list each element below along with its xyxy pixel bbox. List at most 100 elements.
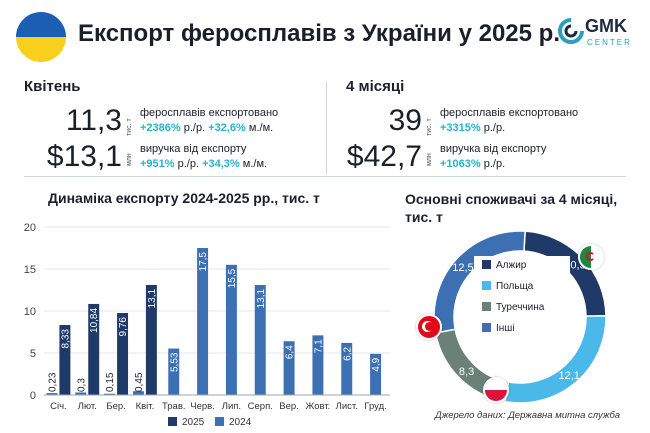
four-months-revenue-label: виручка від експорту (440, 143, 547, 155)
legend-swatch (482, 281, 491, 290)
bar-2025 (88, 303, 100, 395)
bar-2025 (59, 325, 71, 395)
legend-label: Туреччина (496, 302, 545, 313)
april-heading: Квітень (24, 78, 81, 95)
bar-label-2024: 0,3 (76, 378, 87, 392)
four-months-volume-yoy: +3315% (440, 122, 481, 134)
april-revenue-value: $13,1 (46, 140, 122, 173)
algeria-flag-icon (578, 244, 604, 270)
x-tick-label: Жовт. (306, 401, 331, 412)
y-tick-label: 15 (24, 264, 36, 276)
logo-subtext: CENTER (587, 38, 632, 47)
legend-label-2025: 2025 (182, 417, 205, 428)
legend-swatch (482, 260, 491, 269)
bar-label-2024: 0,23 (47, 372, 58, 392)
data-source: Джерело даних: Державна митна служба (435, 410, 621, 421)
april-revenue-label: виручка від експорту (140, 143, 247, 155)
poland-flag-icon (483, 377, 509, 403)
bar-2024 (312, 335, 324, 395)
bar-label-2024: 0,15 (105, 372, 116, 392)
bar-label-2024: 6,4 (285, 345, 296, 359)
x-tick-label: Бер. (106, 401, 125, 412)
bar-label-2024: 15,5 (227, 268, 238, 288)
bar-label-2024: 0,45 (134, 372, 145, 392)
x-tick-label: Лип. (222, 401, 241, 412)
turkey-flag-icon (416, 314, 442, 340)
four-months-volume-unit: тис. т (426, 118, 433, 136)
bar-2024 (254, 284, 266, 395)
bar-2024 (197, 248, 209, 395)
x-tick-label: Черв. (190, 401, 215, 412)
bar-2024 (341, 342, 353, 395)
bar-label-2024: 7,1 (313, 339, 324, 353)
x-tick-label: Січ. (50, 401, 67, 412)
bar-2024 (132, 391, 144, 395)
four-months-revenue-unit: млн (426, 153, 433, 166)
ukraine-flag-icon (16, 12, 66, 62)
bar-label-2025: 8,33 (60, 329, 71, 349)
bar-2024 (225, 264, 237, 395)
april-revenue-unit: млн (126, 153, 133, 166)
april-revenue-growth: +951% р./р. +34,3% м./м. (140, 158, 267, 170)
donut-slice (433, 230, 526, 334)
page-title: Експорт феросплавів з України у 2025 р. (78, 20, 560, 47)
bar-chart: 0 5 10 15 20 0,23 8,33 Січ. 0,3 10,84 Лют. 0,15 9,76… (24, 222, 390, 428)
april-volume-yoy: +2386% (140, 122, 181, 134)
bar-2024 (370, 353, 382, 395)
donut-slice-label: 12,1 (558, 370, 579, 382)
logo-text: GMK (585, 16, 627, 36)
bar-label-2025: 9,76 (118, 317, 129, 337)
gmk-center-logo: GMK CENTER (558, 14, 636, 54)
donut-legend: Алжир Польща Туреччина Інші (474, 256, 570, 342)
bar-label-2024: 5,53 (169, 352, 180, 372)
legend-swatch (482, 323, 491, 332)
y-tick-label: 5 (30, 348, 36, 360)
four-months-heading: 4 місяці (346, 78, 405, 95)
bar-2025 (145, 284, 157, 395)
logo-mark-icon (558, 18, 584, 44)
four-months-volume-yoy-suffix: р./р. (480, 122, 506, 134)
x-tick-label: Трав. (162, 401, 186, 412)
april-volume-mom: +32,6% (208, 122, 246, 134)
x-tick-label: Лют. (78, 401, 97, 412)
four-months-volume-label: феросплавів експортовано (440, 107, 579, 119)
bar-label-2025: 10,84 (89, 308, 100, 333)
legend-label: Алжир (496, 260, 527, 271)
bar-2024 (283, 341, 295, 395)
x-tick-label: Квіт. (136, 401, 155, 412)
donut-slice-label: 8,3 (459, 366, 474, 378)
legend-swatch (482, 302, 491, 311)
legend-item-turkey: Туреччина (482, 302, 544, 313)
x-tick-label: Лист. (336, 401, 358, 412)
bar-label-2024: 13,1 (256, 289, 267, 309)
legend-item-other: Інші (482, 323, 515, 334)
april-volume-value: 11,3 (65, 104, 122, 137)
bar-2024 (46, 393, 58, 395)
bar-label-2024: 4,9 (371, 357, 382, 371)
legend-item-algeria: Алжир (482, 260, 526, 271)
legend-swatch-2024 (215, 417, 224, 426)
april-revenue-yoy-suffix: р./р. (174, 158, 203, 170)
april-volume-unit: тис. т (126, 118, 133, 136)
four-months-revenue-yoy: +1063% (440, 158, 481, 170)
bar-label-2025: 13,1 (147, 289, 158, 309)
legend-label-2024: 2024 (229, 417, 252, 428)
donut-chart-title: Основні споживачі за 4 місяці, тис. т (405, 191, 618, 225)
april-revenue-yoy: +951% (140, 158, 175, 170)
divider-horizontal (24, 176, 626, 177)
x-tick-label: Серп. (248, 401, 273, 412)
april-volume-yoy-suffix: р./р. (180, 122, 209, 134)
x-tick-label: Груд. (364, 401, 386, 412)
legend-swatch-2025 (168, 417, 177, 426)
four-months-revenue-value: $42,7 (346, 140, 422, 173)
april-volume-mom-suffix: м./м. (245, 122, 274, 134)
bar-label-2024: 17,5 (198, 252, 209, 272)
bar-2024 (75, 392, 87, 395)
four-months-revenue-yoy-suffix: р./р. (480, 158, 506, 170)
four-months-revenue-growth: +1063% р./р. (440, 158, 505, 170)
april-volume-label: феросплавів експортовано (140, 107, 279, 119)
divider-vertical (326, 82, 327, 174)
x-tick-label: Вер. (279, 401, 299, 412)
bar-label-2024: 6,2 (342, 346, 353, 360)
legend-label: Польща (496, 281, 534, 292)
